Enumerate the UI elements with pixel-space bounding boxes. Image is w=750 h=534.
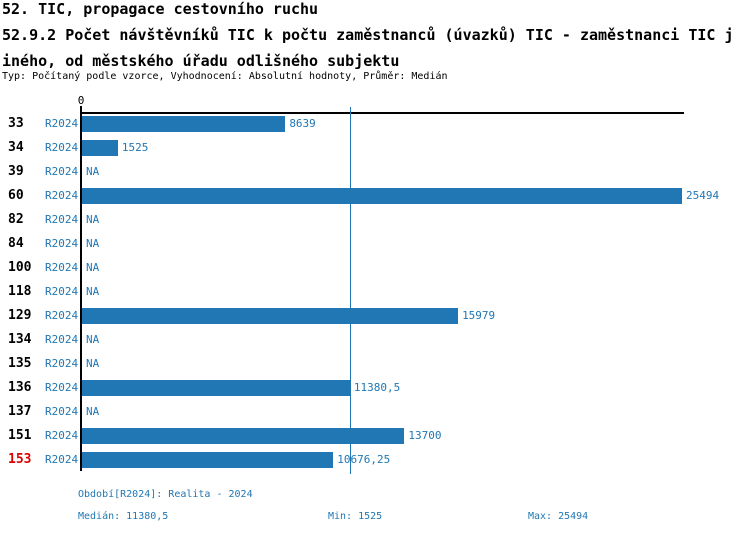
value-label: 8639 — [289, 117, 316, 130]
period-label: R2024 — [45, 309, 79, 322]
period-label: R2024 — [45, 213, 79, 226]
municipality-id-label: 137 — [8, 404, 32, 419]
period-label: R2024 — [45, 117, 79, 130]
chart-title-line2: 52.9.2 Počet návštěvníků TIC k počtu zam… — [2, 26, 734, 44]
municipality-id-label: 153 — [8, 452, 32, 467]
value-label: 15979 — [462, 309, 496, 322]
median-reference-line — [349, 107, 352, 474]
chart-title-line1: 52. TIC, propagace cestovního ruchu — [2, 0, 319, 18]
period-label: R2024 — [45, 333, 79, 346]
period-label: R2024 — [45, 141, 79, 154]
value-label: 25494 — [686, 189, 720, 202]
municipality-id-label: 136 — [8, 380, 32, 395]
municipality-id-label: 39 — [8, 164, 24, 179]
period-label: R2024 — [45, 285, 79, 298]
value-label: NA — [86, 405, 100, 418]
value-bar — [82, 116, 286, 132]
chart-title-line3: iného, od městského úřadu odlišného subj… — [2, 52, 400, 70]
municipality-id-label: 118 — [8, 284, 32, 299]
value-bar — [82, 380, 350, 396]
y-axis-line — [79, 106, 82, 471]
municipality-id-label: 151 — [8, 428, 32, 443]
period-label: R2024 — [45, 429, 79, 442]
period-label: R2024 — [45, 237, 79, 250]
value-label: 1525 — [121, 141, 149, 154]
footer-min: Min: 1525 — [328, 511, 383, 522]
value-label: NA — [86, 357, 100, 370]
municipality-id-label: 82 — [8, 212, 24, 227]
value-label: NA — [86, 333, 100, 346]
municipality-id-label: 100 — [8, 260, 32, 275]
municipality-id-label: 135 — [8, 356, 32, 371]
value-label: NA — [86, 285, 100, 298]
period-label: R2024 — [45, 261, 79, 274]
value-label: NA — [86, 165, 100, 178]
value-label: NA — [86, 237, 100, 250]
period-label: R2024 — [45, 165, 79, 178]
value-label: NA — [86, 261, 100, 274]
footer-median: Medián: 11380,5 — [78, 511, 169, 522]
value-label: 10676,25 — [337, 453, 391, 466]
chart-subtitle-meta: Typ: Počítaný podle vzorce, Vyhodnocení:… — [2, 71, 448, 82]
value-bar — [82, 308, 459, 324]
municipality-id-label: 34 — [8, 140, 24, 155]
value-label: 11380,5 — [353, 381, 401, 394]
municipality-id-label: 33 — [8, 116, 24, 131]
value-bar — [82, 452, 334, 468]
period-label: R2024 — [45, 189, 79, 202]
value-label: NA — [86, 213, 100, 226]
footer-period-info: Období[R2024]: Realita - 2024 — [78, 489, 253, 500]
value-bar — [82, 140, 118, 156]
municipality-id-label: 134 — [8, 332, 32, 347]
municipality-id-label: 84 — [8, 236, 24, 251]
value-label: 13700 — [408, 429, 442, 442]
municipality-id-label: 129 — [8, 308, 32, 323]
period-label: R2024 — [45, 381, 79, 394]
x-axis-line — [80, 112, 684, 114]
period-label: R2024 — [45, 405, 79, 418]
value-bar — [82, 428, 405, 444]
municipality-id-label: 60 — [8, 188, 24, 203]
value-bar — [82, 188, 682, 204]
x-axis-origin-label: 0 — [77, 94, 85, 107]
period-label: R2024 — [45, 453, 79, 466]
footer-max: Max: 25494 — [528, 511, 589, 522]
period-label: R2024 — [45, 357, 79, 370]
